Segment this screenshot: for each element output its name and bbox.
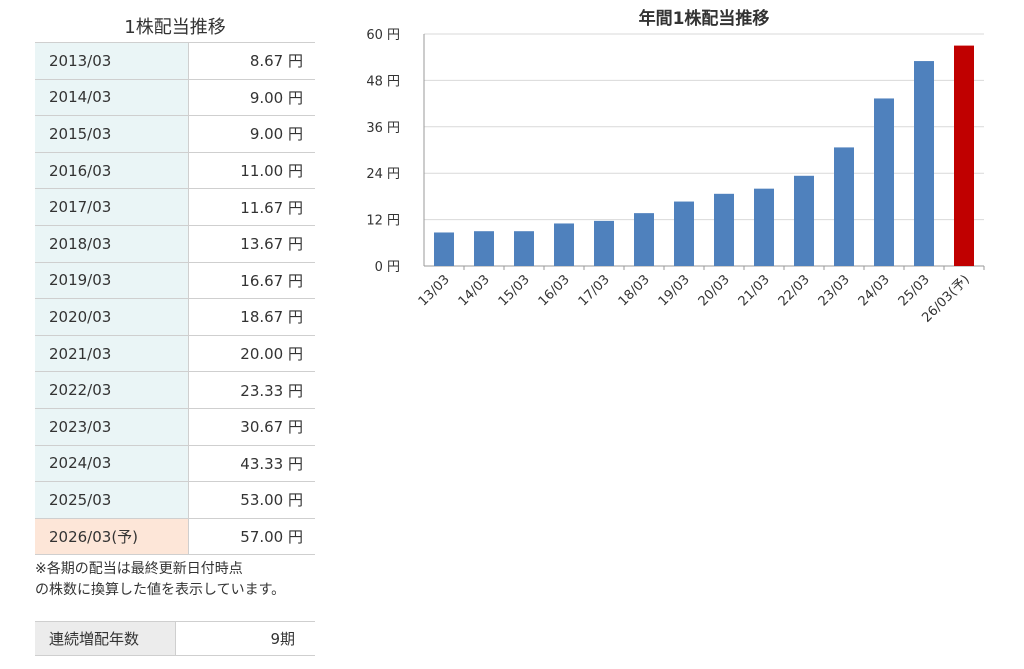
row-year: 2016/03 [35,152,189,190]
row-year: 2022/03 [35,371,189,409]
row-year: 2026/03(予) [35,518,189,556]
x-tick-label: 16/03 [536,272,573,309]
table-row: 2022/03 23.33 円 [35,371,315,409]
bar [474,231,494,266]
table-row: 2015/03 9.00 円 [35,115,315,153]
note-line-2: の株数に換算した値を表示しています。 [35,582,286,599]
streak-label: 連続増配年数 [35,621,176,657]
bar [834,147,854,266]
row-value: 43.33 円 [188,445,315,483]
x-tick-label: 17/03 [576,272,613,309]
table-row: 2021/03 20.00 円 [35,335,315,373]
x-tick-label: 13/03 [416,272,453,309]
row-year: 2024/03 [35,445,189,483]
row-value: 11.67 円 [188,188,315,226]
table-row: 2024/03 43.33 円 [35,445,315,483]
dividend-table-panel: 1株配当推移 2013/03 8.67 円 2014/03 9.00 円 2015/03… [35,14,315,657]
bar [434,232,454,266]
row-year: 2025/03 [35,481,189,519]
y-tick-label: 60 円 [366,28,400,43]
x-tick-label: 21/03 [736,272,773,309]
x-tick-label: 22/03 [776,272,813,309]
x-tick-label: 20/03 [696,272,733,309]
y-tick-label: 36 円 [366,121,400,136]
table-row: 2014/03 9.00 円 [35,79,315,117]
y-tick-label: 12 円 [366,214,400,229]
row-year: 2021/03 [35,335,189,373]
table-row: 2026/03(予) 57.00 円 [35,518,315,556]
row-value: 20.00 円 [188,335,315,373]
bar [954,45,974,266]
row-year: 2018/03 [35,225,189,263]
bar [594,220,614,266]
dividend-chart: 年間1株配当推移 0 円 12 円 24 円 36 円 48 円 60 円 13/03 14/0… [350,0,1010,360]
row-value: 9.00 円 [188,115,315,153]
row-year: 2015/03 [35,115,189,153]
table-row: 2017/03 11.67 円 [35,188,315,226]
row-year: 2017/03 [35,188,189,226]
table-row: 2018/03 13.67 円 [35,225,315,263]
row-value: 8.67 円 [188,42,315,80]
bar [874,98,894,266]
bar [914,61,934,266]
bar [554,223,574,266]
note-line-1: ※各期の配当は最終更新日付時点 [35,561,243,578]
row-year: 2020/03 [35,298,189,336]
row-year: 2019/03 [35,262,189,300]
bar [514,231,534,266]
row-value: 11.00 円 [188,152,315,190]
row-year: 2014/03 [35,79,189,117]
x-tick-label: 18/03 [616,272,653,309]
bar [754,188,774,266]
row-value: 30.67 円 [188,408,315,446]
streak-row: 連続増配年数 9期 [35,621,315,657]
y-tick-label: 0 円 [375,260,400,275]
row-value: 57.00 円 [188,518,315,556]
streak-table: 連続増配年数 9期 [35,621,315,657]
bar [794,175,814,266]
row-value: 23.33 円 [188,371,315,409]
streak-value: 9期 [175,621,315,657]
table-row: 2025/03 53.00 円 [35,481,315,519]
row-value: 13.67 円 [188,225,315,263]
x-tick-label: 24/03 [856,272,893,309]
x-tick-label: 23/03 [816,272,853,309]
bar [634,213,654,266]
table-row: 2020/03 18.67 円 [35,298,315,336]
table-row: 2023/03 30.67 円 [35,408,315,446]
note: ※各期の配当は最終更新日付時点 の株数に換算した値を表示しています。 [35,559,315,601]
y-tick-label: 48 円 [366,74,400,89]
bar [674,201,694,266]
chart-title: 年間1株配当推移 [639,8,770,29]
row-year: 2023/03 [35,408,189,446]
row-value: 9.00 円 [188,79,315,117]
y-tick-label: 24 円 [366,167,400,182]
table-row: 2019/03 16.67 円 [35,262,315,300]
row-year: 2013/03 [35,42,189,80]
table-title: 1株配当推移 [124,17,226,38]
x-tick-label: 25/03 [896,272,933,309]
x-tick-label: 19/03 [656,272,693,309]
table-row: 2016/03 11.00 円 [35,152,315,190]
bar [714,193,734,266]
x-tick-label: 15/03 [496,272,533,309]
row-value: 18.67 円 [188,298,315,336]
chart-svg: 年間1株配当推移 0 円 12 円 24 円 36 円 48 円 60 円 13/03 14/0… [366,8,985,326]
x-tick-label: 14/03 [456,272,493,309]
table-row: 2013/03 8.67 円 [35,42,315,80]
row-value: 53.00 円 [188,481,315,519]
row-value: 16.67 円 [188,262,315,300]
